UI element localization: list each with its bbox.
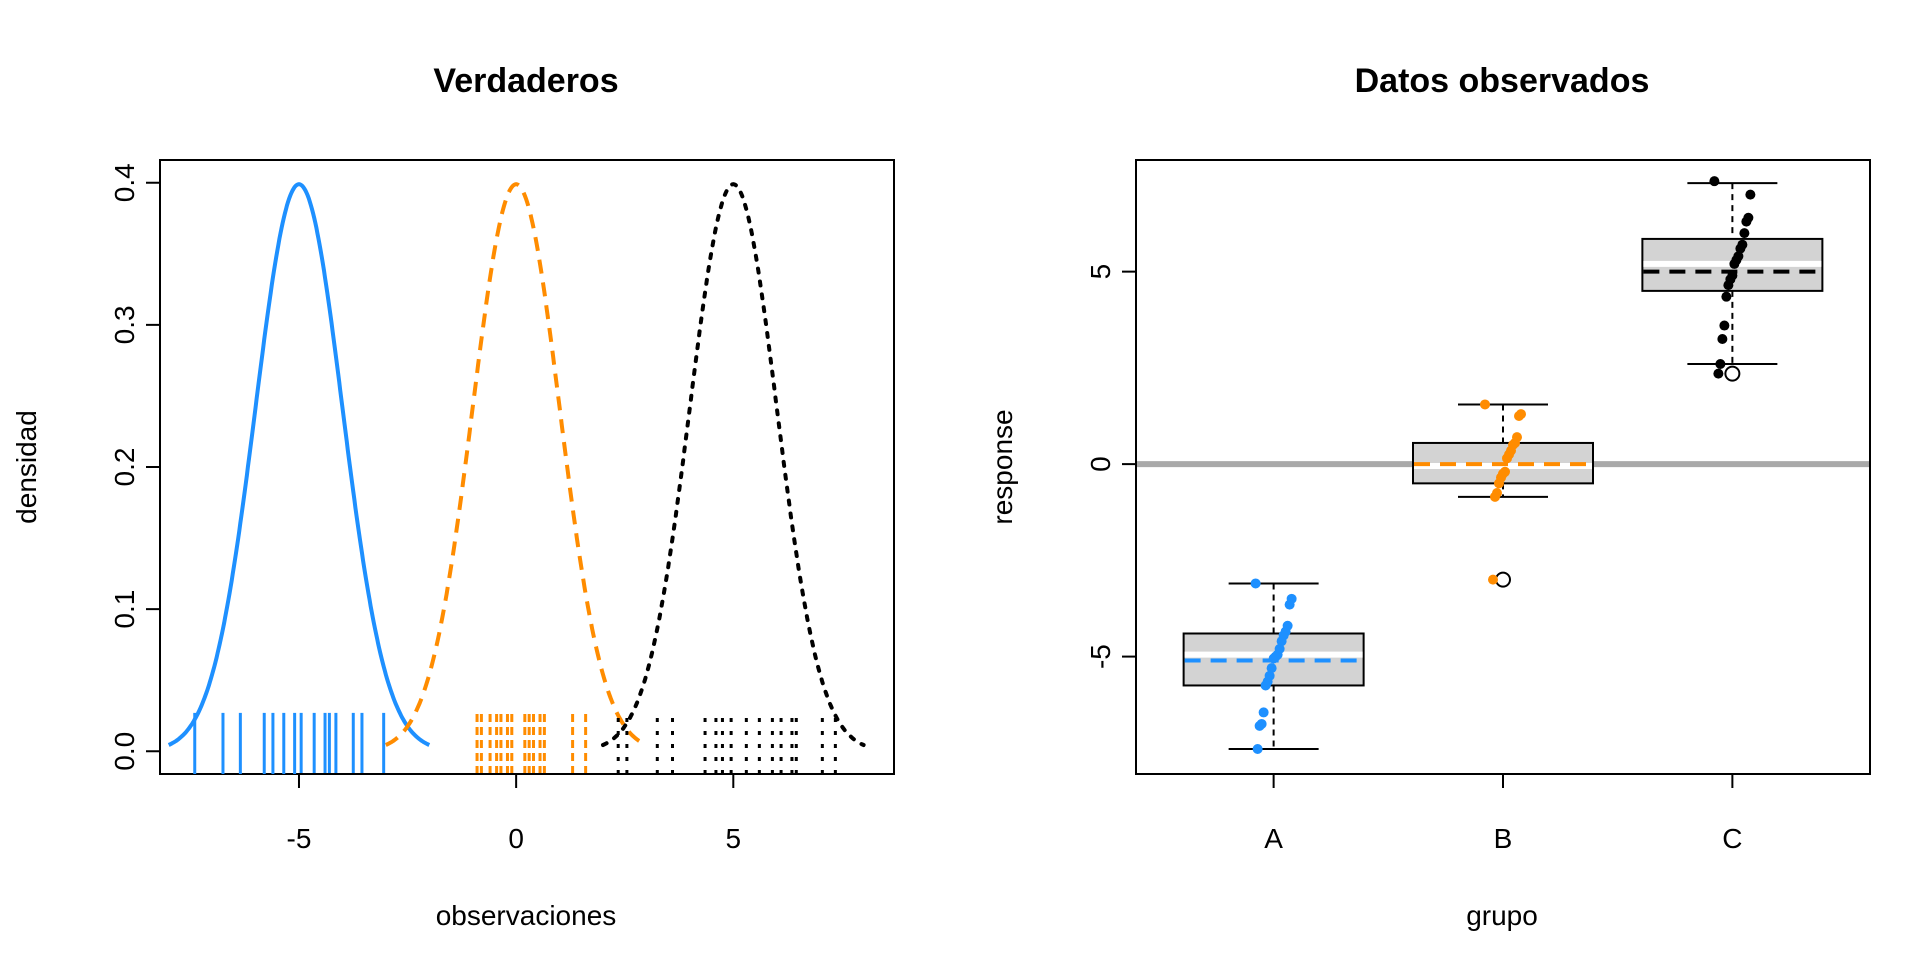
jitter-points (1250, 176, 1756, 754)
data-point (1739, 228, 1750, 239)
data-point (1252, 743, 1263, 754)
boxplot-x-axis-label: grupo (1466, 900, 1538, 931)
x-tick-label: C (1722, 823, 1742, 854)
x-tick-label: A (1264, 823, 1283, 854)
boxplot-B (1412, 403, 1594, 588)
boxplot-axes: A B C -5 0 5 (1085, 264, 1742, 854)
data-point (1266, 663, 1277, 674)
data-point (1490, 491, 1500, 502)
data-point (1514, 410, 1524, 421)
boxplot-y-axis-label: response (987, 409, 1018, 524)
data-point (1494, 478, 1504, 489)
data-point (1715, 359, 1726, 370)
y-tick-label: 0 (1085, 456, 1116, 472)
density-curve-1 (167, 182, 431, 747)
data-point (1721, 291, 1732, 302)
data-point (1741, 216, 1752, 227)
rug-marks (193, 712, 837, 774)
boxplot-panel: Datos observados A B C -5 0 5 grupo response (987, 62, 1871, 931)
y-tick-label: -5 (1085, 644, 1116, 669)
outlier-marker (1495, 571, 1511, 588)
density-curve-2 (384, 182, 648, 747)
data-point (1723, 280, 1734, 291)
density-panel: Verdaderos -5 0 5 0.0 0.1 0.2 0.3 0.4 observaci… (11, 62, 895, 931)
data-point (1276, 636, 1287, 647)
density-curve-3 (601, 182, 866, 747)
data-point (1729, 258, 1740, 269)
data-point (1735, 243, 1746, 254)
x-tick-label: 0 (508, 823, 524, 854)
data-point (1502, 453, 1512, 464)
y-tick-label: 0.1 (109, 590, 140, 629)
density-axes: -5 0 5 0.0 0.1 0.2 0.3 0.4 (109, 163, 741, 854)
data-point (1488, 574, 1498, 585)
density-y-axis-label: densidad (11, 410, 42, 524)
boxplot-chart-title: Datos observados (1355, 62, 1650, 100)
data-point (1713, 368, 1724, 379)
data-point (1250, 578, 1261, 589)
y-tick-label: 0.2 (109, 448, 140, 487)
y-tick-label: 0.0 (109, 732, 140, 771)
density-chart-title: Verdaderos (433, 62, 618, 100)
x-tick-label: 5 (726, 823, 742, 854)
y-tick-label: 5 (1085, 264, 1116, 280)
data-point (1254, 720, 1265, 731)
x-tick-label: B (1494, 823, 1513, 854)
outlier-marker (1724, 365, 1741, 382)
data-point (1260, 680, 1271, 691)
density-curves (167, 182, 866, 747)
y-tick-label: 0.3 (109, 305, 140, 344)
data-point (1709, 176, 1720, 187)
data-point (1268, 653, 1279, 664)
data-point (1258, 707, 1269, 718)
y-tick-label: 0.4 (109, 163, 140, 202)
data-point (1284, 599, 1295, 610)
x-tick-label: -5 (287, 823, 312, 854)
data-point (1480, 399, 1490, 410)
data-point (1719, 320, 1730, 331)
density-x-axis-label: observaciones (436, 900, 617, 931)
data-point (1717, 334, 1728, 345)
data-point (1745, 189, 1756, 200)
